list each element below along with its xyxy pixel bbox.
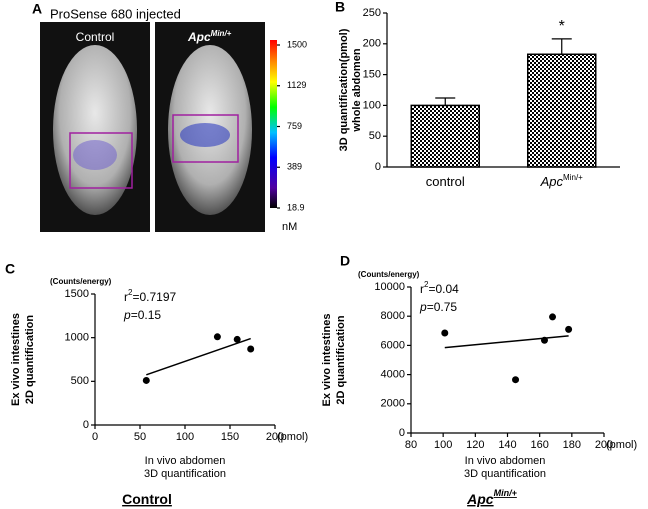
caption: ApcMin/+ — [466, 488, 517, 506]
x-tick-label: 0 — [92, 431, 98, 443]
x-tick-label: control — [426, 174, 465, 189]
bar — [410, 104, 480, 168]
y-tick-label: 4000 — [381, 369, 405, 381]
x-axis-label: 3D quantification — [144, 468, 226, 480]
y-tick-label: 250 — [363, 7, 381, 19]
x-axis-label: In vivo abdomen — [465, 455, 546, 467]
x-tick-label-sup: Min/+ — [563, 173, 583, 182]
x-axis-unit: (pmol) — [277, 431, 308, 443]
stat-symbol: p — [419, 300, 427, 314]
colorbar-tick-label: 1129 — [287, 80, 306, 90]
stat-text: =0.15 — [131, 308, 162, 322]
x-tick-label: 200 — [595, 439, 613, 451]
x-tick-label: 100 — [434, 439, 452, 451]
stat-text: =0.75 — [427, 300, 458, 314]
stat: p=0.15 — [123, 308, 161, 322]
point — [233, 335, 241, 343]
x-tick-label: 200 — [266, 431, 284, 443]
mouse-images — [40, 22, 277, 232]
y-tick-label: 10000 — [374, 281, 405, 293]
y-tick-label: 2000 — [381, 398, 405, 410]
point — [213, 333, 221, 341]
x-axis-label: In vivo abdomen — [145, 455, 226, 467]
x-tick-label: Apc — [540, 174, 564, 189]
y-axis-label: 3D quantification(pmol) — [338, 28, 350, 151]
point — [142, 376, 150, 384]
stat-text: =0.04 — [428, 282, 459, 296]
caption-sup: Min/+ — [494, 488, 518, 498]
y-axis-unit: (Counts/energy) — [358, 270, 420, 279]
y-axis-label: 2D quantification — [335, 315, 347, 405]
stat-symbol: r — [124, 290, 128, 304]
y-tick-label: 50 — [369, 130, 381, 142]
point — [247, 345, 255, 353]
stat-sup: 2 — [424, 280, 429, 289]
panel-label: A — [32, 1, 42, 17]
point — [565, 325, 573, 333]
stat-text: =0.7197 — [132, 290, 176, 304]
y-tick-label: 8000 — [381, 310, 405, 322]
colorbar-tick-label: 759 — [287, 121, 302, 131]
x-tick-label: 100 — [176, 431, 194, 443]
y-tick-label: 0 — [375, 161, 381, 173]
stat: r2=0.7197 — [124, 288, 176, 304]
image-title: ProSense 680 injected — [50, 6, 181, 21]
caption: Control — [122, 491, 172, 507]
panel-label: D — [340, 253, 350, 269]
panel-label: C — [5, 261, 15, 277]
y-axis-label: Ex vivo intestines — [10, 313, 22, 406]
bar — [527, 53, 597, 168]
x-tick-label: 160 — [530, 439, 548, 451]
x-tick-label: 50 — [134, 431, 146, 443]
colorbar-unit: nM — [282, 221, 297, 233]
y-tick-label: 1000 — [65, 332, 89, 344]
y-tick-label: 150 — [363, 69, 381, 81]
x-tick-label: ApcMin/+ — [540, 173, 584, 189]
point — [441, 329, 449, 337]
y-tick-label: 200 — [363, 38, 381, 50]
image-label-sup: Min/+ — [211, 29, 232, 38]
fit-line — [444, 335, 569, 349]
x-tick-label: 120 — [466, 439, 484, 451]
stat-sup: 2 — [128, 288, 133, 297]
colorbar-tick-label: 18.9 — [287, 202, 305, 212]
x-axis-unit: (pmol) — [606, 439, 637, 451]
y-tick-label: 1500 — [65, 288, 89, 300]
point — [512, 376, 520, 384]
y-axis-label: whole abdomen — [351, 48, 363, 132]
x-tick-label: 80 — [405, 439, 417, 451]
y-tick-label: 500 — [71, 375, 89, 387]
image-label: Control — [76, 30, 115, 44]
x-tick-label: 150 — [221, 431, 239, 443]
fit-line — [146, 337, 251, 376]
x-tick-label: control — [426, 174, 465, 189]
y-axis-label: Ex vivo intestines — [321, 314, 333, 407]
stat: r2=0.04 — [420, 280, 459, 296]
y-tick-label: 6000 — [381, 339, 405, 351]
point — [540, 336, 548, 344]
y-axis-label: 2D quantification — [24, 315, 36, 405]
y-axis-unit: (Counts/energy) — [50, 277, 112, 286]
image-label: Apc — [187, 30, 211, 44]
colorbar-tick-label: 1500 — [287, 39, 307, 49]
colorbar-tick-label: 389 — [287, 162, 302, 172]
stat-symbol: p — [123, 308, 131, 322]
x-tick-label: 140 — [498, 439, 516, 451]
x-tick-label: 180 — [563, 439, 581, 451]
x-axis-label: 3D quantification — [464, 468, 546, 480]
stat: p=0.75 — [419, 300, 457, 314]
caption-text: Control — [122, 491, 172, 507]
point — [549, 313, 557, 321]
caption-text: Apc — [466, 491, 494, 507]
annotation: * — [559, 18, 565, 35]
y-tick-label: 0 — [399, 427, 405, 439]
panel-label: B — [335, 0, 345, 15]
y-tick-label: 100 — [363, 99, 381, 111]
y-tick-label: 0 — [83, 419, 89, 431]
stat-symbol: r — [420, 282, 424, 296]
image-label: ApcMin/+ — [187, 29, 232, 44]
